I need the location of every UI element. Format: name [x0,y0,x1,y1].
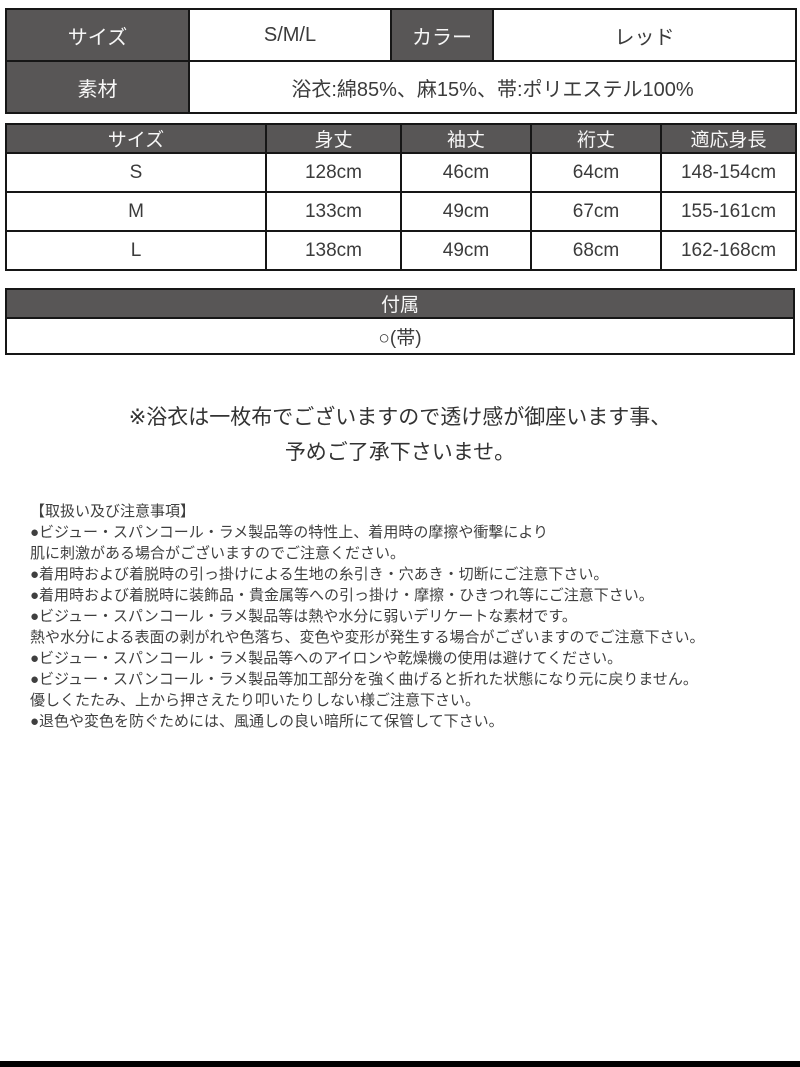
size-chart-row-l: L 138cm 49cm 68cm 162-168cm [5,230,797,271]
notice-line-1: ※浴衣は一枚布でございますので透け感が御座います事、 [128,406,672,429]
size-chart-cell: M [5,191,267,232]
size-chart-cell: 49cm [400,191,532,232]
size-chart-cell: 133cm [265,191,402,232]
product-spec-table: サイズ S/M/L カラー レッド 素材 浴衣:綿85%、麻15%、帯:ポリエス… [5,8,797,114]
size-chart-header-row: サイズ 身丈 袖丈 裄丈 適応身長 [5,123,797,154]
handling-title: 【取扱い及び注意事項】 [30,503,196,520]
spec-material-value: 浴衣:綿85%、麻15%、帯:ポリエステル100% [188,60,797,114]
handling-line: 優しくたたみ、上から押さえたり叩いたりしない様ご注意下さい。 [30,692,481,709]
size-chart-cell: 162-168cm [660,230,797,271]
size-chart-cell: 64cm [530,152,662,193]
accessory-header: 付属 [5,288,795,319]
spec-material-label: 素材 [5,60,190,114]
handling-line: 肌に刺激がある場合がございますのでご注意ください。 [30,545,406,562]
size-chart-row-s: S 128cm 46cm 64cm 148-154cm [5,152,797,193]
size-chart-cell: 46cm [400,152,532,193]
size-chart-cell: S [5,152,267,193]
handling-line: ●退色や変色を防ぐためには、風通しの良い暗所にて保管して下さい。 [30,713,504,730]
size-chart-cell: 148-154cm [660,152,797,193]
notice-line-2: 予めご了承下さいませ。 [284,441,516,464]
spec-color-value: レッド [492,8,797,62]
spec-color-label: カラー [390,8,494,62]
size-chart-cell: 67cm [530,191,662,232]
size-chart-cell: 128cm [265,152,402,193]
bottom-divider-bar [0,1061,800,1067]
size-chart-cell: L [5,230,267,271]
handling-line: ●ビジュー・スパンコール・ラメ製品等は熱や水分に弱いデリケートな素材です。 [30,608,577,625]
spec-row-material: 素材 浴衣:綿85%、麻15%、帯:ポリエステル100% [5,60,797,114]
sheerness-notice: ※浴衣は一枚布でございますので透け感が御座います事、 予めご了承下さいませ。 [0,400,800,470]
size-chart-header-yuki: 裄丈 [530,123,662,154]
accessory-value-row: ○(帯) [5,317,795,355]
size-chart-header-sleeve: 袖丈 [400,123,532,154]
handling-line: ●着用時および着脱時の引っ掛けによる生地の糸引き・穴あき・切断にご注意下さい。 [30,566,609,583]
handling-line: ●ビジュー・スパンコール・ラメ製品等へのアイロンや乾燥機の使用は避けてください。 [30,650,623,667]
handling-line: 熱や水分による表面の剥がれや色落ち、変色や変形が発生する場合がございますのでご注… [30,629,705,646]
size-chart-row-m: M 133cm 49cm 67cm 155-161cm [5,191,797,232]
size-chart-cell: 138cm [265,230,402,271]
accessory-table: 付属 ○(帯) [5,288,795,355]
handling-line: ●ビジュー・スパンコール・ラメ製品等の特性上、着用時の摩擦や衝撃により [30,524,549,541]
handling-precautions: 【取扱い及び注意事項】 ●ビジュー・スパンコール・ラメ製品等の特性上、着用時の摩… [30,501,790,732]
size-chart-table: サイズ 身丈 袖丈 裄丈 適応身長 S 128cm 46cm 64cm 148-… [5,123,797,271]
accessory-value: ○(帯) [5,317,795,355]
accessory-header-row: 付属 [5,288,795,319]
spec-row-size-color: サイズ S/M/L カラー レッド [5,8,797,62]
size-chart-cell: 49cm [400,230,532,271]
size-chart-header-height: 適応身長 [660,123,797,154]
size-chart-header-length: 身丈 [265,123,402,154]
handling-line: ●ビジュー・スパンコール・ラメ製品等加工部分を強く曲げると折れた状態になり元に戻… [30,671,698,688]
handling-line: ●着用時および着脱時に装飾品・貴金属等への引っ掛け・摩擦・ひきつれ等にご注意下さ… [30,587,654,604]
spec-size-label: サイズ [5,8,190,62]
size-chart-cell: 68cm [530,230,662,271]
spec-size-value: S/M/L [188,8,392,62]
size-chart-cell: 155-161cm [660,191,797,232]
size-chart-header-size: サイズ [5,123,267,154]
